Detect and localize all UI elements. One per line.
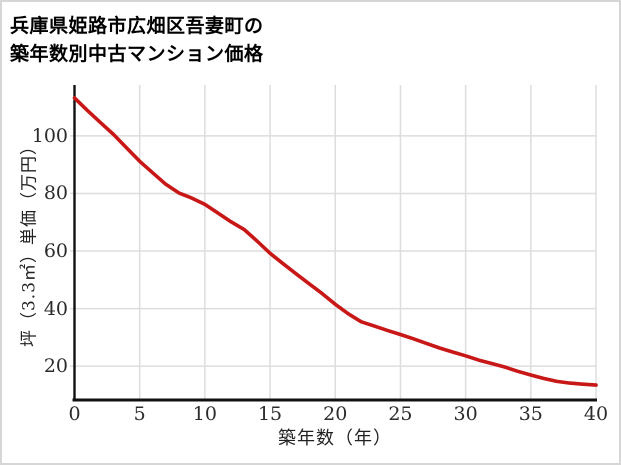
- chart-title-line1: 兵庫県姫路市広畑区吾妻町の: [10, 15, 264, 37]
- x-tick-label: 35: [518, 403, 543, 425]
- x-tick-label: 15: [257, 403, 283, 425]
- chart-title-line2: 築年数別中古マンション価格: [10, 43, 264, 65]
- y-tick-label: 100: [31, 124, 68, 147]
- x-tick-label: 10: [192, 403, 217, 425]
- chart-title: 兵庫県姫路市広畑区吾妻町の 築年数別中古マンション価格: [10, 12, 264, 68]
- x-tick-label: 5: [133, 403, 146, 425]
- y-tick-label: 40: [43, 297, 68, 320]
- price-line: [72, 96, 598, 387]
- x-axis-label: 築年数（年）: [278, 428, 392, 449]
- x-tick-label: 40: [583, 403, 609, 425]
- y-tick-label: 20: [43, 355, 68, 378]
- y-tick-label: 80: [43, 182, 68, 205]
- x-tick-label: 0: [68, 403, 81, 425]
- x-tick-label: 30: [453, 403, 478, 425]
- x-tick-label: 20: [323, 403, 348, 425]
- x-tick-label: 25: [388, 403, 413, 425]
- y-tick-label: 60: [43, 240, 68, 263]
